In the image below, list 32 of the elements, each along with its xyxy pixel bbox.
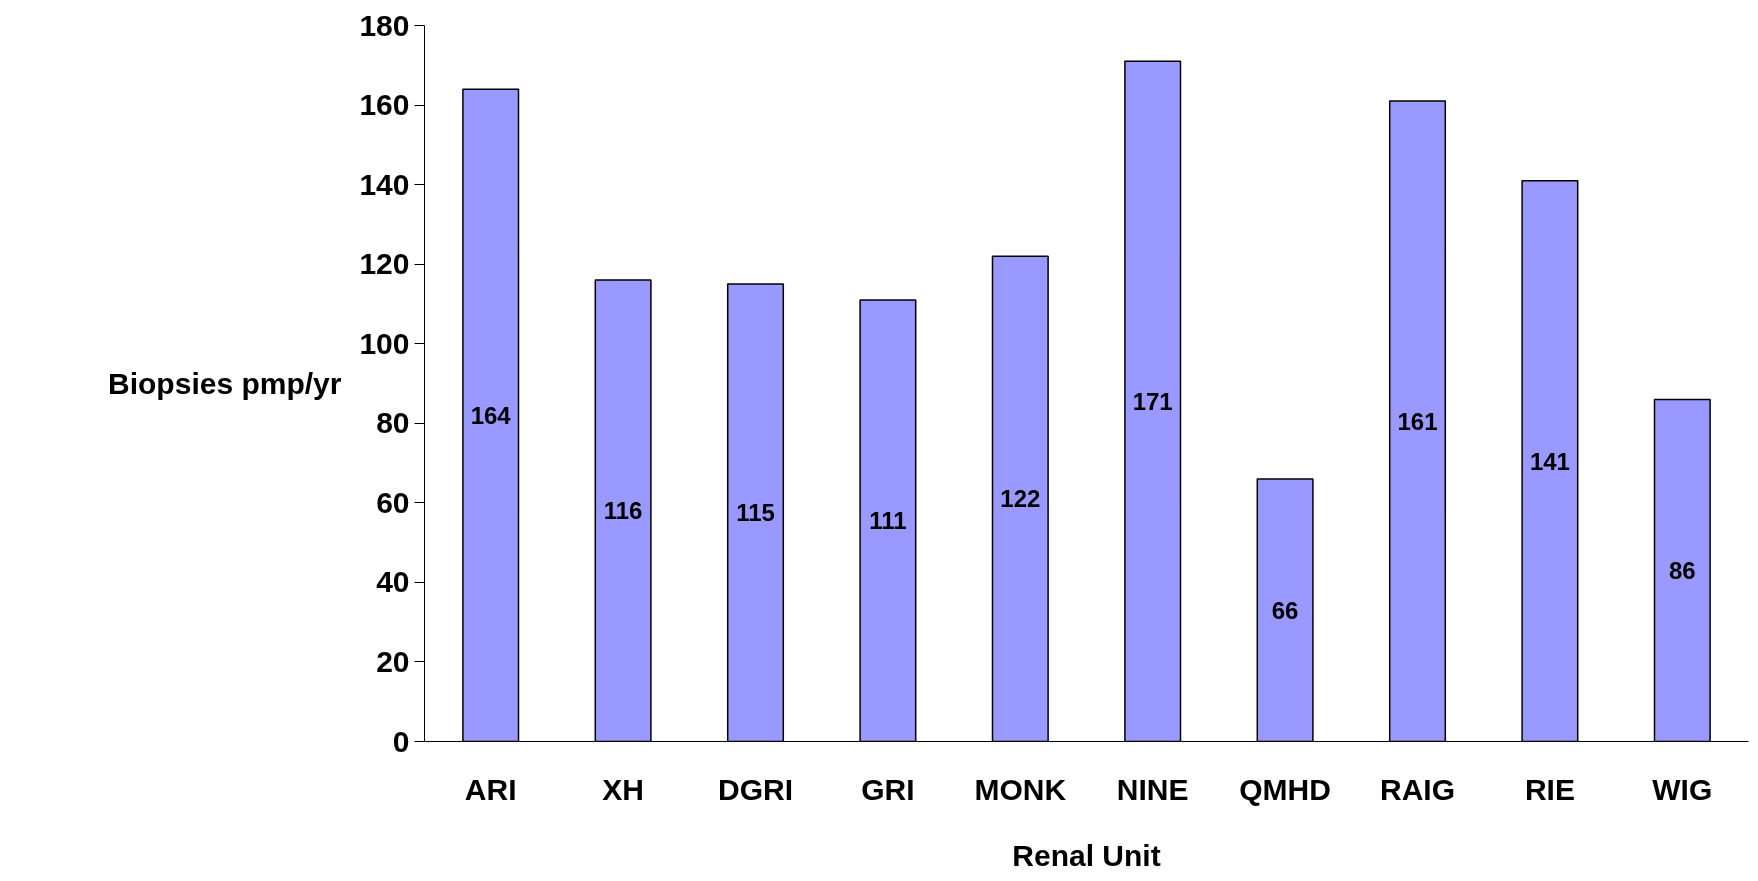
x-tick-label: RIE	[1524, 772, 1575, 806]
y-tick-label: 160	[359, 88, 410, 122]
data-label: 111	[869, 507, 907, 535]
y-tick-label: 80	[376, 406, 410, 440]
data-label: 115	[736, 499, 775, 527]
x-tick-label: WIG	[1652, 772, 1713, 806]
y-tick-label: 40	[376, 565, 410, 599]
data-label: 122	[1000, 485, 1041, 513]
data-label: 161	[1397, 407, 1438, 435]
data-label: 86	[1668, 556, 1696, 584]
y-tick-label: 0	[392, 724, 410, 758]
x-tick-label: XH	[602, 772, 644, 806]
data-label: 171	[1132, 387, 1173, 415]
y-tick-label: 100	[359, 326, 410, 360]
y-axis-title: Biopsies pmp/yr	[108, 367, 342, 400]
x-tick-label: QMHD	[1239, 772, 1331, 806]
y-tick-label: 20	[376, 644, 410, 678]
x-tick-label: NINE	[1116, 772, 1189, 806]
data-label: 141	[1529, 447, 1570, 475]
y-tick-label: 180	[359, 8, 410, 42]
x-axis-title: Renal Unit	[1012, 838, 1161, 872]
x-tick-label: DGRI	[718, 772, 793, 806]
x-tick-label: RAIG	[1380, 772, 1455, 806]
data-label: 164	[470, 401, 512, 429]
x-tick-label: MONK	[974, 772, 1067, 806]
x-tick-label: ARI	[464, 772, 517, 806]
data-label: 66	[1271, 596, 1299, 624]
x-tick-label: GRI	[861, 772, 915, 806]
y-tick-label: 60	[376, 485, 410, 519]
data-label: 116	[603, 497, 643, 525]
y-tick-label: 120	[359, 247, 410, 281]
y-tick-label: 140	[359, 167, 410, 201]
